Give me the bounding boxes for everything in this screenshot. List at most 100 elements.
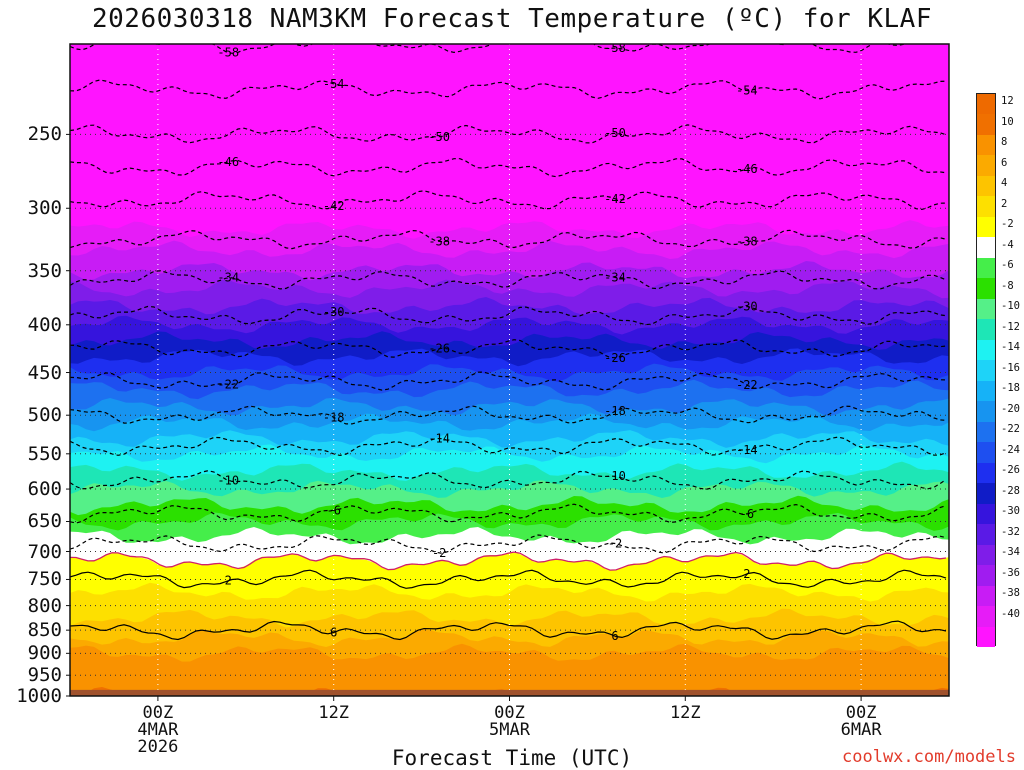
contour-label: -26 <box>604 351 626 365</box>
isotherm--2 <box>70 534 947 554</box>
contour-label: 2 <box>225 574 232 588</box>
colorbar-segment <box>977 626 995 648</box>
contour-label: -38 <box>428 235 450 249</box>
x-tick-label: 12Z <box>669 703 701 723</box>
colorbar-segment <box>977 155 995 177</box>
contour-label: -34 <box>604 270 626 284</box>
y-tick-label: 750 <box>27 568 62 591</box>
contour-label: -50 <box>428 130 450 144</box>
isotherm--14 <box>70 436 947 457</box>
isotherm--34 <box>70 270 947 290</box>
isotherm--30 <box>70 305 947 326</box>
contour-label: -50 <box>604 126 626 140</box>
colorbar-label: 10 <box>1001 115 1014 128</box>
colorbar-label: 2 <box>1001 197 1008 210</box>
x-axis-title: Forecast Time (UTC) <box>391 746 633 770</box>
colorbar-label: -32 <box>1001 525 1020 538</box>
ground-surface-fill <box>70 689 949 696</box>
band--40 <box>70 44 949 239</box>
colorbar-label: -38 <box>1001 587 1020 600</box>
contour-label: -42 <box>323 199 345 213</box>
colorbar-segment <box>977 319 995 341</box>
isotherm--46 <box>70 158 947 178</box>
colorbar-segment <box>977 360 995 382</box>
colorbar-segment <box>977 544 995 566</box>
contour-label: -58 <box>604 41 626 55</box>
colorbar-label: -18 <box>1001 382 1020 395</box>
isotherm-contours <box>70 44 947 641</box>
colorbar-label: -6 <box>1001 259 1014 272</box>
y-tick-label: 900 <box>27 642 62 665</box>
contour-label: -34 <box>217 271 239 285</box>
contour-label: -54 <box>323 77 345 91</box>
contour-label: -22 <box>217 377 239 391</box>
colorbar-segment <box>977 483 995 505</box>
dotted-gridlines <box>70 44 949 696</box>
colorbar-label: -20 <box>1001 402 1020 415</box>
isotherm--38 <box>70 229 947 250</box>
y-tick-label: 850 <box>27 619 62 642</box>
contour-label: -46 <box>736 162 758 176</box>
isotherm--18 <box>70 405 947 425</box>
contour-label: -6 <box>326 503 340 517</box>
contour-labels: -58 -58 -54 -54 -50 -50 -46 -46 -42 -42 -38 -38 -34 -… <box>217 41 758 643</box>
contour-label: -10 <box>604 469 626 483</box>
freezing-line <box>70 551 947 571</box>
y-tick-label: 350 <box>27 259 62 282</box>
colorbar-label: 6 <box>1001 156 1008 169</box>
colorbar-label: -26 <box>1001 464 1020 477</box>
isotherm--42 <box>70 190 947 211</box>
colorbar-segment <box>977 421 995 443</box>
isotherm--22 <box>70 371 947 391</box>
contour-label: -18 <box>604 404 626 418</box>
colorbar-segment <box>977 94 995 115</box>
colorbar-segment <box>977 524 995 546</box>
axis-ticks <box>66 133 862 701</box>
colorbar-segment <box>977 442 995 464</box>
contour-label: -14 <box>428 431 450 445</box>
isotherm-2 <box>70 569 947 589</box>
colorbar-segment <box>977 237 995 259</box>
y-tick-label: 800 <box>27 594 62 617</box>
contour-label: -10 <box>217 473 239 487</box>
colorbar-label: -40 <box>1001 607 1020 620</box>
colorbar-label: 12 <box>1001 95 1014 108</box>
contour-label: -46 <box>217 155 239 169</box>
colorbar-label: -22 <box>1001 423 1020 436</box>
colorbar-label: -4 <box>1001 238 1014 251</box>
y-tick-label: 650 <box>27 510 62 533</box>
colorbar-segment <box>977 134 995 156</box>
isotherm--10 <box>70 470 947 490</box>
contour-label: -54 <box>736 84 758 98</box>
colorbar-segment <box>977 298 995 320</box>
y-tick-label: 600 <box>27 478 62 501</box>
colorbar-segment <box>977 503 995 525</box>
colorbar-segment <box>977 565 995 587</box>
colorbar-segment <box>977 175 995 197</box>
chart-title: 2026030318 NAM3KM Forecast Temperature (… <box>92 4 932 34</box>
isotherm--50 <box>70 124 947 144</box>
colorbar-label: -36 <box>1001 566 1020 579</box>
isotherm--6 <box>70 503 947 524</box>
colorbar-label: -28 <box>1001 484 1020 497</box>
colorbar-label: -2 <box>1001 218 1014 231</box>
colorbar-label: -16 <box>1001 361 1020 374</box>
contour-label: -2 <box>608 536 622 550</box>
contour-label: -58 <box>217 46 239 60</box>
y-tick-label: 450 <box>27 361 62 384</box>
colorbar <box>976 93 996 648</box>
contour-label: -22 <box>736 378 758 392</box>
colorbar-label: -30 <box>1001 505 1020 518</box>
contour-label: -6 <box>740 507 754 521</box>
contour-label: -30 <box>736 299 758 313</box>
source-credit: coolwx.com/models <box>842 747 1016 767</box>
colorbar-segment <box>977 606 995 627</box>
y-tick-label: 550 <box>27 442 62 465</box>
contour-label: -14 <box>736 443 758 457</box>
colorbar-segment <box>977 401 995 423</box>
y-tick-label: 250 <box>27 123 62 146</box>
x-tick-label: 00Z 6MAR <box>840 703 882 740</box>
colorbar-segment <box>977 380 995 402</box>
contour-label: -2 <box>432 546 446 560</box>
